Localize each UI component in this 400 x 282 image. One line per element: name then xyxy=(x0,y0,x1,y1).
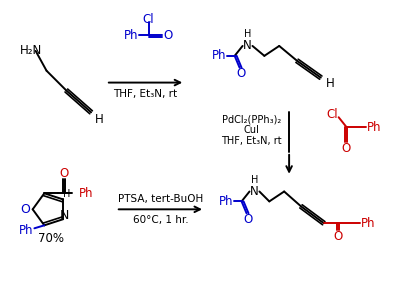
Text: Ph: Ph xyxy=(212,49,226,62)
Text: O: O xyxy=(236,67,245,80)
Text: PTSA, tert-BuOH: PTSA, tert-BuOH xyxy=(118,194,203,204)
Text: H: H xyxy=(95,113,103,126)
Text: O: O xyxy=(341,142,350,155)
Text: H₂N: H₂N xyxy=(20,44,42,58)
Text: Ph: Ph xyxy=(79,187,93,200)
Text: O: O xyxy=(243,213,252,226)
Text: Ph: Ph xyxy=(218,195,233,208)
Text: Ph: Ph xyxy=(361,217,376,230)
Text: H: H xyxy=(244,29,251,39)
Text: CuI: CuI xyxy=(244,125,260,135)
Text: Cl: Cl xyxy=(143,13,154,26)
Text: PdCl₂(PPh₃)₂: PdCl₂(PPh₃)₂ xyxy=(222,114,281,124)
Text: H: H xyxy=(63,190,71,199)
Text: 60°C, 1 hr.: 60°C, 1 hr. xyxy=(132,215,188,225)
Text: Ph: Ph xyxy=(367,121,382,134)
Text: O: O xyxy=(333,230,342,243)
Text: O: O xyxy=(60,167,69,180)
Text: Ph: Ph xyxy=(124,28,138,41)
Text: H: H xyxy=(326,77,335,90)
Text: 70%: 70% xyxy=(38,232,64,244)
Text: THF, Et₃N, rt: THF, Et₃N, rt xyxy=(114,89,178,100)
Text: N: N xyxy=(60,209,69,222)
Text: THF, Et₃N, rt: THF, Et₃N, rt xyxy=(221,136,282,146)
Text: Ph: Ph xyxy=(19,224,34,237)
Text: N: N xyxy=(243,39,252,52)
Text: O: O xyxy=(164,28,173,41)
Text: Cl: Cl xyxy=(327,108,338,121)
Text: O: O xyxy=(20,203,30,216)
Text: H: H xyxy=(251,175,258,185)
Text: N: N xyxy=(250,185,259,198)
